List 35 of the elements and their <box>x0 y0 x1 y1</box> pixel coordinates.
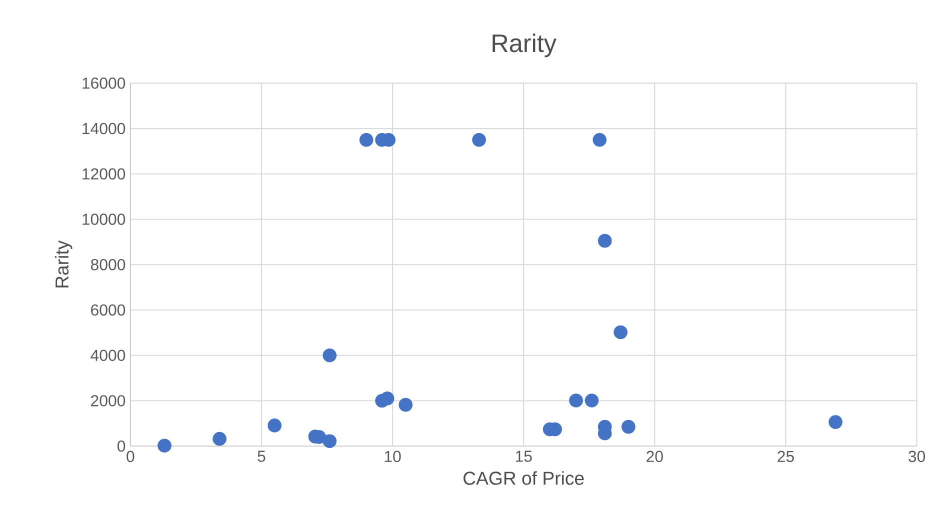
point <box>614 325 628 340</box>
y-tick-label: 0 <box>117 440 126 452</box>
point <box>380 391 394 406</box>
x-tick-label: 25 <box>778 450 794 462</box>
point <box>158 438 172 452</box>
x-tick-label: 5 <box>258 450 266 462</box>
chart-title: Rarity <box>492 34 556 58</box>
x-tick-label: 15 <box>516 450 532 462</box>
point <box>398 398 413 412</box>
point <box>592 132 607 147</box>
x-tick-label: 30 <box>908 450 926 462</box>
point <box>359 132 374 147</box>
y-tick-label: 2000 <box>91 394 126 406</box>
point <box>828 415 842 429</box>
point <box>598 234 612 248</box>
x-axis-title: CAGR of Price <box>464 471 584 485</box>
y-tick-label: 16000 <box>82 77 126 89</box>
y-axis-title: Rarity <box>54 240 72 288</box>
point <box>622 420 636 434</box>
y-tick-label: 12000 <box>82 168 126 180</box>
x-tick-label: 10 <box>384 450 401 462</box>
point <box>212 432 226 446</box>
point <box>322 348 337 362</box>
point <box>584 393 599 408</box>
x-tick-label: 0 <box>126 450 134 462</box>
y-tick-label: 8000 <box>90 258 126 270</box>
y-tick-label: 10000 <box>82 214 126 225</box>
x-tick-label: 20 <box>646 450 663 462</box>
y-tick-label: 14000 <box>82 122 126 134</box>
y-tick-label: 6000 <box>91 304 126 316</box>
point <box>268 418 282 432</box>
point <box>322 434 337 448</box>
y-tick-label: 4000 <box>90 350 126 361</box>
point <box>569 393 583 408</box>
point <box>472 132 486 147</box>
